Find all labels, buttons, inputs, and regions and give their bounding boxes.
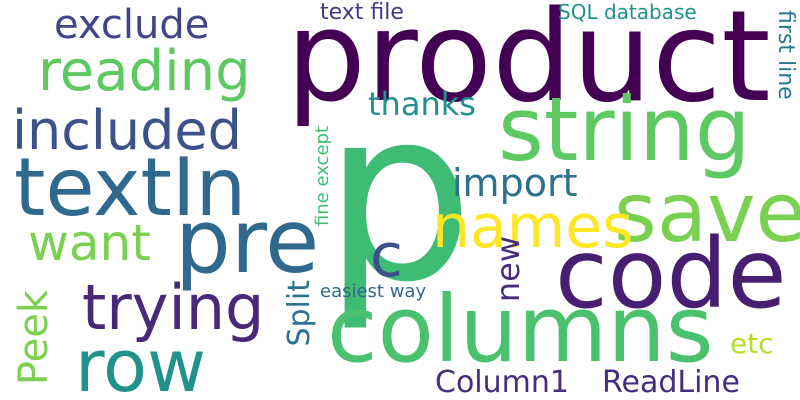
- word-peek: Peek: [11, 290, 57, 386]
- word-readline: ReadLine: [602, 365, 740, 400]
- word-split: Split: [282, 280, 317, 347]
- word-product: product: [286, 0, 771, 130]
- word-fine-except: fine except: [312, 126, 333, 227]
- word-new: new: [489, 236, 527, 303]
- word-text-file: text file: [320, 0, 404, 25]
- word-code: code: [555, 218, 787, 330]
- word-save: save: [614, 166, 800, 261]
- word-thanks: thanks: [368, 85, 476, 123]
- word-column1: Column1: [435, 365, 569, 400]
- word-row: row: [75, 324, 206, 400]
- word-sql-database: SQL database: [558, 0, 697, 24]
- word-names: names: [432, 192, 634, 262]
- word-import: import: [452, 161, 578, 205]
- word-included: included: [12, 99, 242, 162]
- word-reading: reading: [38, 39, 251, 104]
- word-columns: columns: [327, 276, 714, 383]
- word-textin: textIn: [14, 141, 247, 234]
- word-string: string: [498, 78, 751, 181]
- word-c: c: [370, 221, 403, 291]
- word-first-line: first line: [773, 10, 798, 100]
- word-easiest-way: easiest way: [320, 281, 427, 302]
- word-p: p: [323, 58, 475, 335]
- word-pre: pre: [175, 190, 320, 293]
- word-want: want: [28, 214, 151, 272]
- word-trying: trying: [82, 271, 265, 344]
- word-exclude: exclude: [54, 2, 210, 48]
- word-etc: etc: [730, 327, 774, 360]
